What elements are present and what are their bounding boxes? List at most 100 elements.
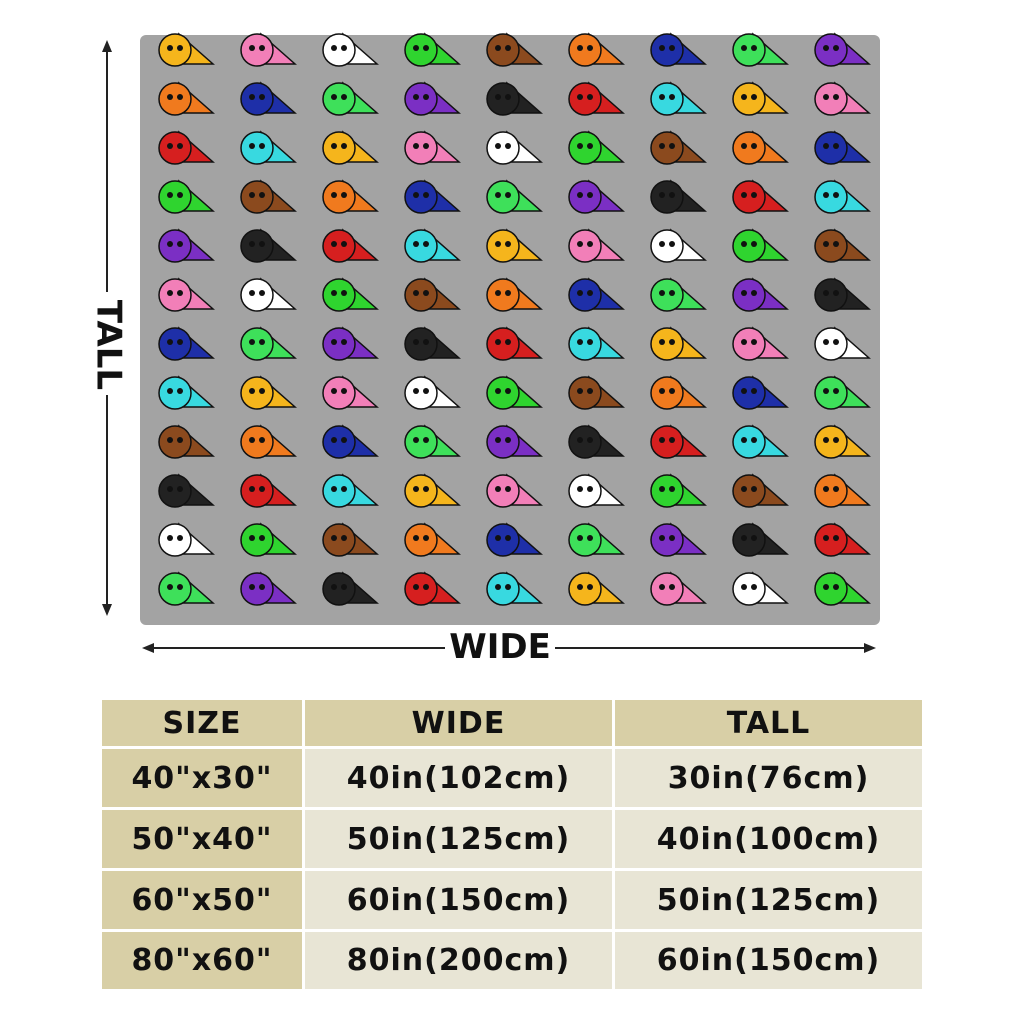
pattern-shape [669,192,675,198]
pattern-shape [650,376,684,410]
pattern-shape [331,437,337,443]
pattern-shape [650,327,684,361]
pattern-shape [659,584,665,590]
pattern-shape [751,339,757,345]
pattern-shape [669,94,675,100]
pattern-shape [650,131,684,165]
pattern-shape [423,290,429,296]
pattern-shape [259,486,265,492]
pattern-shape [587,45,593,51]
pattern-shape [341,535,347,541]
pattern-shape [177,388,183,394]
pattern-shape [322,327,356,361]
pattern-shape [823,94,829,100]
pattern-shape [404,278,438,312]
pattern-shape [505,241,511,247]
pattern-shape [341,584,347,590]
pattern-shape [669,241,675,247]
pattern-shape [167,290,173,296]
pattern-shape [823,192,829,198]
pattern-shape [833,339,839,345]
table-cell: 50"x40" [102,810,302,868]
pattern-shape [158,278,192,312]
pattern-shape [741,143,747,149]
pattern-shape [814,327,848,361]
pattern-shape [741,535,747,541]
pattern-shape [732,327,766,361]
table-cell: 40in(100cm) [615,810,922,868]
pattern-shape [413,290,419,296]
pattern-shape [732,474,766,508]
pattern-shape [568,229,602,263]
pattern-shape [259,388,265,394]
arrow-head [102,604,112,616]
pattern-shape [322,131,356,165]
pattern-shape [814,572,848,606]
pattern-shape [413,94,419,100]
table-cell: 40in(102cm) [305,749,612,807]
pattern-shape [505,535,511,541]
pattern-shape [751,486,757,492]
pattern-shape [423,584,429,590]
pattern-shape [732,376,766,410]
pattern-shape [322,229,356,263]
pattern-shape [751,437,757,443]
pattern-shape [404,33,438,67]
pattern-shape [249,437,255,443]
pattern-shape [259,94,265,100]
pattern-shape [259,290,265,296]
pattern-shape [669,339,675,345]
pattern-shape [423,486,429,492]
pattern-shape [568,572,602,606]
pattern-shape [659,241,665,247]
arrow-head [142,643,154,653]
pattern-shape [505,192,511,198]
pattern-shape [577,388,583,394]
pattern-shape [577,45,583,51]
pattern-shape [751,45,757,51]
pattern-shape [322,82,356,116]
pattern-shape [669,388,675,394]
pattern-shape [486,327,520,361]
pattern-shape [249,94,255,100]
pattern-shape [331,535,337,541]
pattern-shape [322,278,356,312]
pattern-shape [158,131,192,165]
pattern-shape [577,339,583,345]
pattern-shape [659,94,665,100]
table-cell: 60in(150cm) [305,871,612,929]
pattern-shape [495,143,501,149]
table-cell: 30in(76cm) [615,749,922,807]
pattern-shape [423,45,429,51]
pattern-shape [259,339,265,345]
pattern-shape [505,388,511,394]
pattern-shape [177,45,183,51]
pattern-shape [341,45,347,51]
pattern-shape [486,278,520,312]
pattern-shape [833,388,839,394]
pattern-shape [814,229,848,263]
pattern-shape [322,572,356,606]
pattern-shape [814,131,848,165]
pattern-shape [577,143,583,149]
pattern-shape [587,94,593,100]
pattern-shape [240,82,274,116]
pattern-shape [751,535,757,541]
pattern-shape [486,33,520,67]
pattern-shape [505,143,511,149]
pattern-shape [423,339,429,345]
pattern-shape [823,143,829,149]
pattern-shape [331,290,337,296]
pattern-shape [423,143,429,149]
pattern-shape [259,535,265,541]
pattern-shape [823,45,829,51]
pattern-shape [741,486,747,492]
pattern-shape [423,437,429,443]
pattern-shape [486,229,520,263]
pattern-shape [823,241,829,247]
pattern-shape [587,388,593,394]
pattern-shape [732,523,766,557]
pattern-shape [495,339,501,345]
pattern-shape [568,278,602,312]
pattern-shape [486,425,520,459]
